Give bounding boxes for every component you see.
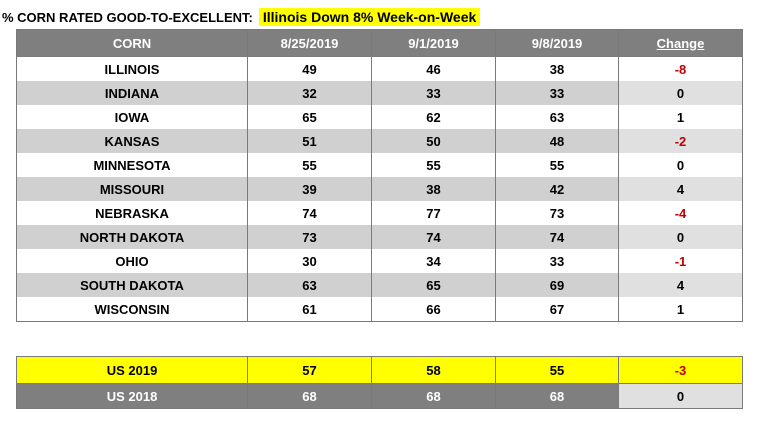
value-cell-2: 66 xyxy=(371,297,496,322)
table-row: NEBRASKA 74 77 73 -4 xyxy=(16,201,743,225)
value-cell-3: 74 xyxy=(495,225,619,249)
value-cell-3: 68 xyxy=(495,383,619,409)
table-row: ILLINOIS 49 46 38 -8 xyxy=(16,56,743,81)
state-cell: MISSOURI xyxy=(16,177,248,201)
change-cell: -1 xyxy=(618,249,743,273)
header-row: CORN 8/25/2019 9/1/2019 9/8/2019 Change xyxy=(16,29,743,57)
value-cell-3: 69 xyxy=(495,273,619,297)
table-row: MISSOURI 39 38 42 4 xyxy=(16,177,743,201)
value-cell-2: 58 xyxy=(371,356,496,384)
us-summary-table: US 2019 57 58 55 -3 US 2018 68 68 68 0 xyxy=(16,356,743,409)
value-cell-3: 38 xyxy=(495,56,619,81)
value-cell-1: 61 xyxy=(247,297,372,322)
value-cell-2: 74 xyxy=(371,225,496,249)
state-cell: ILLINOIS xyxy=(16,56,248,81)
value-cell-1: 30 xyxy=(247,249,372,273)
state-cell: NORTH DAKOTA xyxy=(16,225,248,249)
value-cell-2: 46 xyxy=(371,56,496,81)
change-cell: 4 xyxy=(618,177,743,201)
change-cell: -8 xyxy=(618,56,743,81)
value-cell-2: 55 xyxy=(371,153,496,177)
state-cell: OHIO xyxy=(16,249,248,273)
table-row: WISCONSIN 61 66 67 1 xyxy=(16,297,743,322)
state-cell: US 2018 xyxy=(16,383,248,409)
change-cell: -3 xyxy=(618,356,743,384)
state-cell: SOUTH DAKOTA xyxy=(16,273,248,297)
value-cell-3: 48 xyxy=(495,129,619,153)
state-cell: INDIANA xyxy=(16,81,248,105)
value-cell-2: 34 xyxy=(371,249,496,273)
state-cell: US 2019 xyxy=(16,356,248,384)
value-cell-3: 55 xyxy=(495,153,619,177)
corn-condition-table: CORN 8/25/2019 9/1/2019 9/8/2019 Change … xyxy=(16,29,743,322)
table-row: KANSAS 51 50 48 -2 xyxy=(16,129,743,153)
value-cell-1: 68 xyxy=(247,383,372,409)
value-cell-3: 67 xyxy=(495,297,619,322)
change-cell: 0 xyxy=(618,81,743,105)
title-highlight: Illinois Down 8% Week-on-Week xyxy=(258,8,481,26)
value-cell-2: 33 xyxy=(371,81,496,105)
value-cell-1: 39 xyxy=(247,177,372,201)
value-cell-2: 68 xyxy=(371,383,496,409)
header-date-3: 9/8/2019 xyxy=(495,29,619,57)
value-cell-3: 55 xyxy=(495,356,619,384)
change-cell: 0 xyxy=(618,153,743,177)
state-cell: KANSAS xyxy=(16,129,248,153)
change-cell: 0 xyxy=(618,225,743,249)
value-cell-2: 77 xyxy=(371,201,496,225)
table-row: OHIO 30 34 33 -1 xyxy=(16,249,743,273)
value-cell-1: 74 xyxy=(247,201,372,225)
table-title: % CORN RATED GOOD-TO-EXCELLENT: Illinois… xyxy=(2,6,481,28)
state-cell: NEBRASKA xyxy=(16,201,248,225)
value-cell-1: 57 xyxy=(247,356,372,384)
value-cell-3: 73 xyxy=(495,201,619,225)
value-cell-1: 65 xyxy=(247,105,372,129)
table-row: MINNESOTA 55 55 55 0 xyxy=(16,153,743,177)
value-cell-3: 63 xyxy=(495,105,619,129)
value-cell-1: 73 xyxy=(247,225,372,249)
value-cell-3: 33 xyxy=(495,81,619,105)
state-cell: IOWA xyxy=(16,105,248,129)
value-cell-1: 55 xyxy=(247,153,372,177)
header-date-1: 8/25/2019 xyxy=(247,29,372,57)
table-row: IOWA 65 62 63 1 xyxy=(16,105,743,129)
value-cell-3: 33 xyxy=(495,249,619,273)
value-cell-1: 32 xyxy=(247,81,372,105)
value-cell-1: 49 xyxy=(247,56,372,81)
state-cell: WISCONSIN xyxy=(16,297,248,322)
table-row: US 2018 68 68 68 0 xyxy=(16,383,743,409)
value-cell-2: 38 xyxy=(371,177,496,201)
header-change: Change xyxy=(618,29,743,57)
table-row: INDIANA 32 33 33 0 xyxy=(16,81,743,105)
change-cell: 1 xyxy=(618,297,743,322)
change-cell: -2 xyxy=(618,129,743,153)
table-row: US 2019 57 58 55 -3 xyxy=(16,356,743,384)
value-cell-2: 65 xyxy=(371,273,496,297)
value-cell-1: 51 xyxy=(247,129,372,153)
change-cell: 0 xyxy=(618,383,743,409)
value-cell-2: 62 xyxy=(371,105,496,129)
value-cell-1: 63 xyxy=(247,273,372,297)
change-cell: 4 xyxy=(618,273,743,297)
table-row: SOUTH DAKOTA 63 65 69 4 xyxy=(16,273,743,297)
header-corn: CORN xyxy=(16,29,248,57)
value-cell-3: 42 xyxy=(495,177,619,201)
value-cell-2: 50 xyxy=(371,129,496,153)
header-date-2: 9/1/2019 xyxy=(371,29,496,57)
state-cell: MINNESOTA xyxy=(16,153,248,177)
table-row: NORTH DAKOTA 73 74 74 0 xyxy=(16,225,743,249)
change-cell: 1 xyxy=(618,105,743,129)
change-cell: -4 xyxy=(618,201,743,225)
title-prefix: % CORN RATED GOOD-TO-EXCELLENT: xyxy=(2,9,253,25)
